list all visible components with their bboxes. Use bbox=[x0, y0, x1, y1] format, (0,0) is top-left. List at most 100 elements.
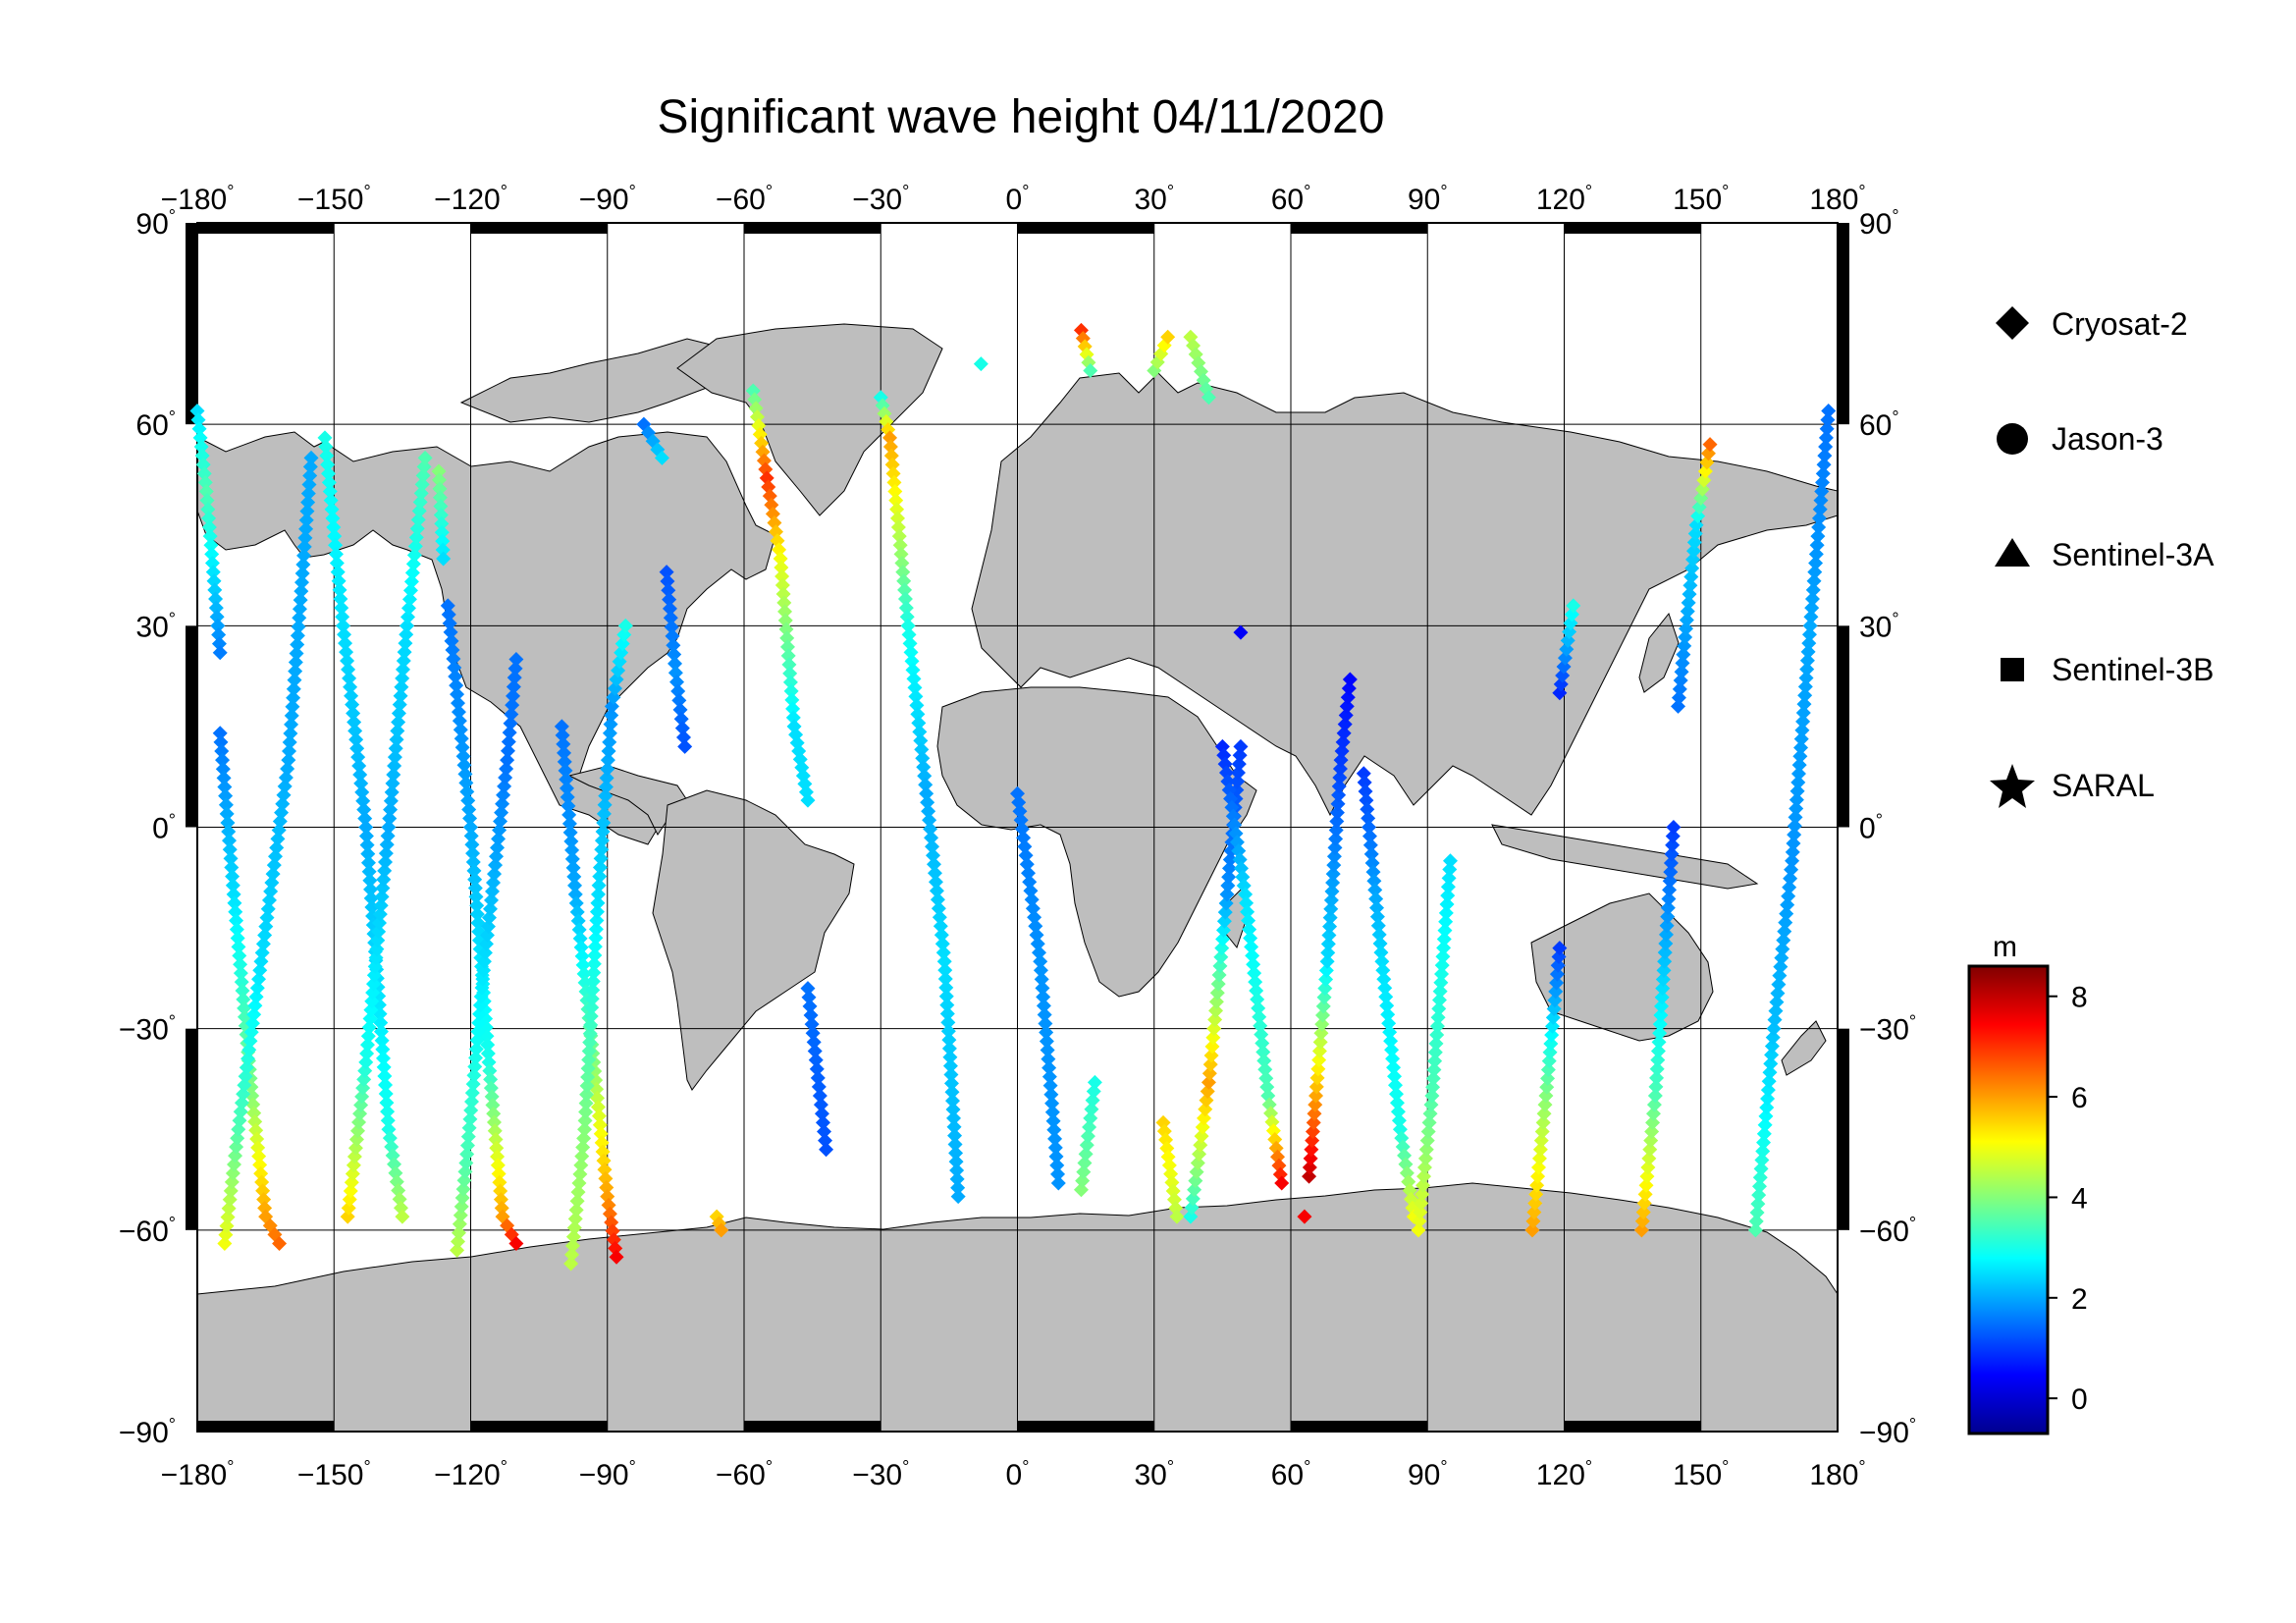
measurement-marker bbox=[366, 967, 382, 983]
lon-tick-label-bottom: 60° bbox=[1271, 1457, 1311, 1491]
measurement-marker bbox=[209, 609, 225, 624]
measurement-marker bbox=[352, 767, 368, 783]
measurement-marker bbox=[973, 356, 988, 372]
lon-tick-label-top: −60° bbox=[716, 182, 773, 216]
measurement-marker bbox=[282, 743, 297, 759]
measurement-marker bbox=[1541, 1054, 1557, 1069]
measurement-marker bbox=[593, 1126, 609, 1142]
measurement-marker bbox=[335, 609, 350, 624]
measurement-marker bbox=[598, 1170, 614, 1186]
measurement-marker bbox=[494, 805, 509, 821]
measurement-marker bbox=[1302, 1168, 1317, 1184]
track bbox=[800, 981, 834, 1158]
measurement-marker bbox=[609, 1249, 624, 1265]
measurement-marker bbox=[1649, 1070, 1665, 1086]
measurement-marker bbox=[435, 533, 451, 549]
measurement-marker bbox=[345, 697, 360, 713]
measurement-marker bbox=[1789, 784, 1805, 799]
measurement-marker bbox=[600, 761, 615, 777]
measurement-marker bbox=[341, 1200, 356, 1216]
measurement-marker bbox=[594, 1135, 610, 1151]
measurement-marker bbox=[589, 912, 605, 928]
measurement-marker bbox=[1031, 945, 1046, 960]
measurement-marker bbox=[347, 723, 363, 738]
diamond-icon bbox=[1996, 306, 2029, 340]
measurement-marker bbox=[944, 1093, 960, 1109]
measurement-marker bbox=[1304, 1142, 1319, 1158]
lon-tick-label-top: 150° bbox=[1673, 182, 1729, 216]
measurement-marker bbox=[1787, 818, 1802, 834]
track bbox=[709, 1209, 729, 1238]
measurement-marker bbox=[1525, 1214, 1541, 1229]
measurement-marker bbox=[1794, 723, 1810, 738]
measurement-marker bbox=[231, 939, 246, 954]
measurement-marker bbox=[371, 915, 387, 931]
measurement-marker bbox=[1696, 472, 1712, 488]
measurement-marker bbox=[506, 679, 521, 695]
measurement-marker bbox=[358, 1055, 374, 1070]
measurement-marker bbox=[906, 671, 922, 686]
measurement-marker bbox=[243, 1024, 259, 1040]
measurement-marker bbox=[1801, 635, 1817, 651]
measurement-marker bbox=[224, 1174, 240, 1190]
measurement-marker bbox=[346, 706, 361, 722]
measurement-marker bbox=[1548, 984, 1564, 1000]
measurement-marker bbox=[1776, 933, 1791, 948]
measurement-marker bbox=[584, 991, 600, 1006]
measurement-marker bbox=[663, 610, 678, 625]
measurement-marker bbox=[938, 989, 954, 1004]
measurement-marker bbox=[400, 600, 416, 616]
measurement-marker bbox=[1544, 1018, 1560, 1034]
measurement-marker bbox=[507, 661, 523, 676]
measurement-marker bbox=[377, 863, 393, 879]
measurement-marker bbox=[492, 1174, 507, 1190]
measurement-marker bbox=[568, 895, 584, 911]
measurement-marker bbox=[1540, 1070, 1556, 1086]
measurement-marker bbox=[1635, 1205, 1651, 1220]
measurement-marker bbox=[471, 1015, 487, 1031]
measurement-marker bbox=[1524, 1222, 1540, 1238]
measurement-marker bbox=[923, 821, 938, 837]
measurement-marker bbox=[925, 839, 940, 854]
measurement-marker bbox=[445, 642, 460, 658]
measurement-marker bbox=[919, 785, 934, 801]
measurement-marker bbox=[1033, 953, 1048, 969]
measurement-marker bbox=[1814, 484, 1830, 500]
measurement-marker bbox=[931, 900, 946, 916]
legend-item-sentinel-3a: Sentinel-3A bbox=[1995, 537, 2215, 572]
measurement-marker bbox=[1526, 1205, 1542, 1220]
measurement-marker bbox=[467, 881, 483, 896]
measurement-marker bbox=[359, 1046, 375, 1061]
track bbox=[1671, 437, 1718, 714]
measurement-marker bbox=[221, 833, 237, 848]
measurement-marker bbox=[1365, 864, 1381, 880]
measurement-marker bbox=[341, 662, 356, 677]
measurement-marker bbox=[1415, 1186, 1430, 1202]
measurement-marker bbox=[355, 1080, 371, 1096]
lon-tick-label-top: −180° bbox=[161, 182, 235, 216]
frame-bar bbox=[470, 1421, 608, 1433]
measurement-marker bbox=[767, 514, 782, 530]
legend-label: Sentinel-3B bbox=[2052, 652, 2214, 687]
measurement-marker bbox=[1274, 1175, 1290, 1191]
legend-label: Cryosat-2 bbox=[2052, 306, 2188, 342]
measurement-marker bbox=[378, 1086, 394, 1102]
measurement-marker bbox=[245, 1097, 261, 1112]
measurement-marker bbox=[229, 913, 244, 929]
measurement-marker bbox=[261, 893, 277, 908]
measurement-marker bbox=[487, 1123, 503, 1139]
measurement-marker bbox=[454, 739, 470, 755]
measurement-marker bbox=[1551, 948, 1567, 964]
measurement-marker bbox=[221, 1201, 237, 1217]
measurement-marker bbox=[1029, 927, 1044, 943]
measurement-marker bbox=[1755, 1144, 1771, 1160]
measurement-marker bbox=[1642, 1142, 1658, 1158]
measurement-marker bbox=[1801, 626, 1817, 642]
measurement-marker bbox=[451, 1233, 466, 1249]
measurement-marker bbox=[1048, 1149, 1064, 1164]
measurement-marker bbox=[1209, 985, 1225, 1001]
track bbox=[873, 390, 966, 1205]
measurement-marker bbox=[282, 734, 297, 750]
measurement-marker bbox=[1682, 577, 1698, 593]
